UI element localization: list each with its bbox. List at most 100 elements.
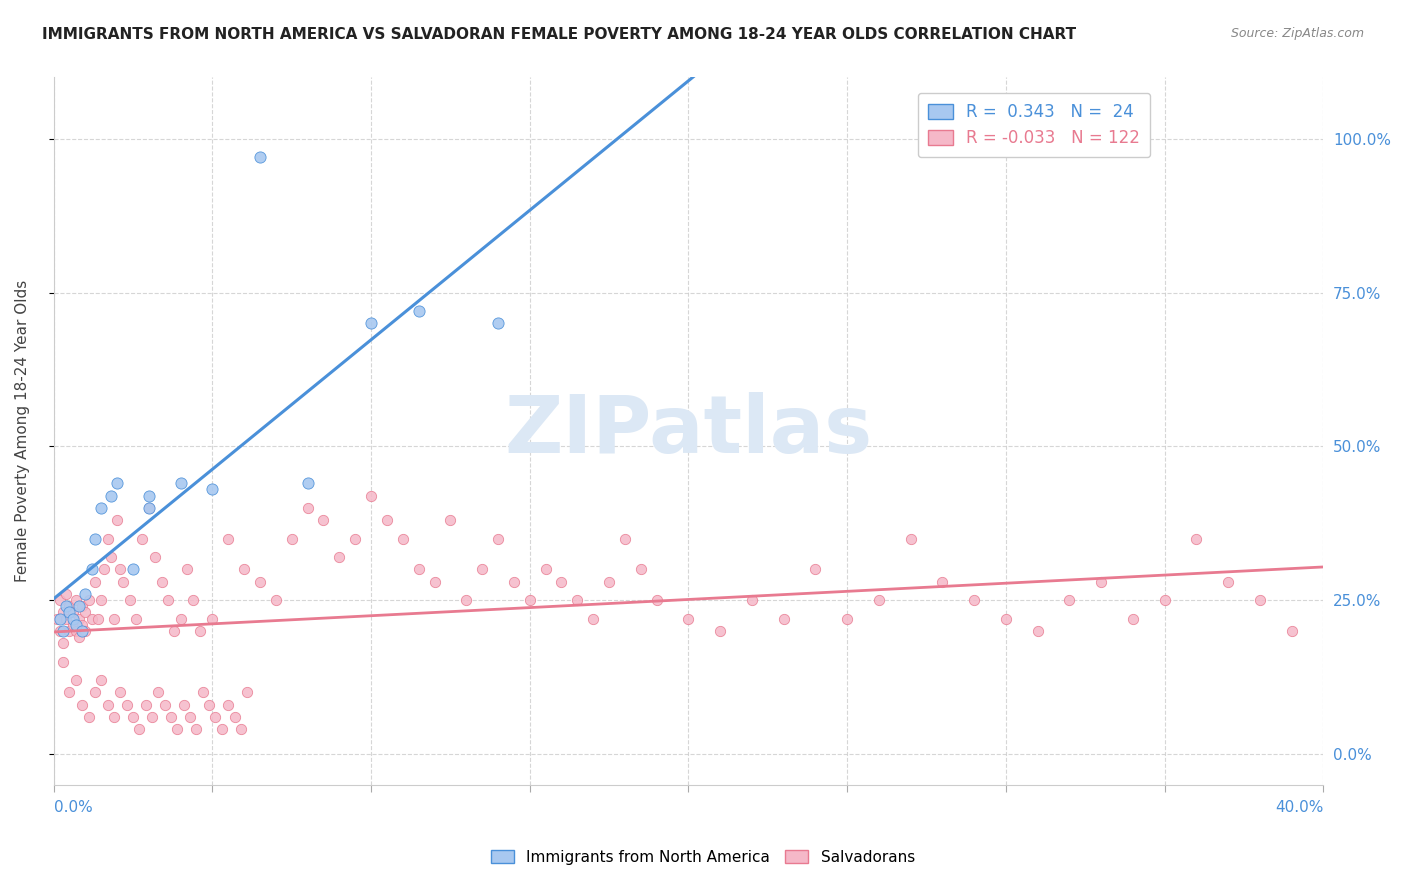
Point (128, 723, 150, 737)
Point (264, 593, 287, 607)
Point (217, 698, 239, 712)
Point (229, 723, 252, 737)
Point (75, 606, 97, 620)
Point (176, 562, 198, 576)
Point (80, 562, 103, 576)
Point (67, 611, 90, 625)
Point (963, 593, 986, 607)
Point (613, 532, 636, 546)
Point (65, 617, 87, 632)
Point (166, 723, 188, 737)
Point (198, 698, 221, 712)
Point (1216, 574, 1239, 589)
Point (156, 593, 179, 607)
Point (153, 698, 176, 712)
Point (93, 562, 115, 576)
Point (52, 636, 75, 650)
Text: ZIPatlas: ZIPatlas (505, 392, 873, 470)
Point (97, 532, 120, 546)
Point (741, 593, 763, 607)
Point (297, 476, 319, 491)
Legend: Immigrants from North America, Salvadorans: Immigrants from North America, Salvadora… (485, 844, 921, 871)
Point (112, 574, 135, 589)
Point (188, 624, 211, 638)
Point (534, 562, 557, 576)
Point (62, 606, 84, 620)
Point (217, 532, 239, 546)
Point (77, 593, 100, 607)
Text: Source: ZipAtlas.com: Source: ZipAtlas.com (1230, 27, 1364, 40)
Text: 40.0%: 40.0% (1275, 800, 1323, 815)
Point (1059, 593, 1081, 607)
Point (804, 562, 827, 576)
Point (169, 611, 191, 625)
Point (519, 593, 541, 607)
Point (105, 476, 128, 491)
Point (1122, 611, 1144, 625)
Text: IMMIGRANTS FROM NORTH AMERICA VS SALVADORAN FEMALE POVERTY AMONG 18-24 YEAR OLDS: IMMIGRANTS FROM NORTH AMERICA VS SALVADO… (42, 27, 1077, 42)
Point (567, 593, 589, 607)
Point (115, 698, 138, 712)
Point (62, 611, 84, 625)
Point (1249, 593, 1271, 607)
Point (408, 562, 430, 576)
Point (103, 710, 125, 724)
Point (138, 500, 160, 515)
Point (408, 304, 430, 318)
Point (598, 574, 620, 589)
Point (65, 673, 87, 687)
Legend: R =  0.343   N =  24, R = -0.033   N = 122: R = 0.343 N = 24, R = -0.033 N = 122 (918, 93, 1150, 157)
Point (236, 685, 259, 699)
Point (204, 710, 226, 724)
Point (1185, 532, 1208, 546)
Point (52, 624, 75, 638)
Point (224, 710, 246, 724)
Point (375, 513, 398, 527)
Point (83, 685, 105, 699)
Point (52, 655, 75, 669)
Point (645, 593, 668, 607)
Point (201, 611, 224, 625)
Point (90, 593, 112, 607)
Point (110, 562, 132, 576)
Point (328, 550, 350, 565)
Point (868, 593, 890, 607)
Point (280, 532, 302, 546)
Point (67, 599, 90, 614)
Point (163, 624, 186, 638)
Point (83, 574, 105, 589)
Point (900, 532, 922, 546)
Point (486, 317, 509, 331)
Point (55, 587, 77, 601)
Point (391, 532, 413, 546)
Point (360, 489, 382, 503)
Point (58, 599, 80, 614)
Point (65, 593, 87, 607)
Point (49, 593, 72, 607)
Point (169, 476, 191, 491)
Point (55, 611, 77, 625)
Point (211, 723, 233, 737)
Point (630, 562, 652, 576)
Point (122, 562, 145, 576)
Point (58, 624, 80, 638)
Point (456, 593, 478, 607)
Point (83, 532, 105, 546)
Point (80, 611, 103, 625)
Point (49, 624, 72, 638)
Point (297, 500, 319, 515)
Point (58, 606, 80, 620)
Point (233, 562, 256, 576)
Point (709, 624, 731, 638)
Point (141, 710, 163, 724)
Point (52, 606, 75, 620)
Point (131, 532, 153, 546)
Point (423, 574, 446, 589)
Point (90, 500, 112, 515)
Point (70, 599, 93, 614)
Point (439, 513, 461, 527)
Point (1090, 574, 1112, 589)
Y-axis label: Female Poverty Among 18-24 Year Olds: Female Poverty Among 18-24 Year Olds (15, 280, 30, 582)
Point (160, 710, 183, 724)
Point (75, 587, 97, 601)
